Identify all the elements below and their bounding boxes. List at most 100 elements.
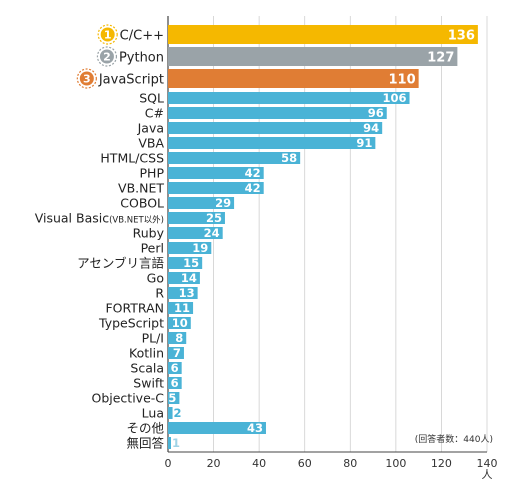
bar-value-label: 15 [183,256,199,270]
bar [168,332,187,344]
x-tick-label: 120 [431,457,452,470]
bar-value-label: 58 [281,151,297,165]
category-label: Scala [130,361,164,376]
bar-value-label: 29 [215,196,231,210]
bar [168,362,182,374]
bar-value-label: 24 [204,226,220,240]
laurel-ring [97,24,118,45]
category-label: PL/I [142,331,164,346]
category-label: TypeScript [98,316,164,331]
laurel-ring [76,68,97,89]
bar [168,212,225,224]
bar-value-label: 25 [206,211,222,225]
bar-value-label: 2 [174,406,182,420]
bar [168,242,212,254]
bar [168,392,180,404]
x-tick-label: 0 [165,457,172,470]
category-label: VBA [138,136,164,151]
bar-value-label: 14 [181,271,197,285]
medal-disc [79,71,94,86]
bar [168,137,376,149]
bar-value-label: 1 [172,436,180,450]
bar [168,257,203,269]
bar-value-label: 8 [175,331,183,345]
bar-value-label: 42 [245,181,261,195]
bar [168,92,410,104]
category-labels: C/C++ 1 Python 2 JavaScript 3 SQLC#JavaVBAHTML… [35,24,165,451]
category-label: C/C++ [120,29,164,44]
bar-value-label: 136 [448,29,475,44]
category-label: Java [137,121,164,136]
bar [168,227,223,239]
x-tick-label: 40 [252,457,266,470]
bar-value-label: 11 [174,301,190,315]
category-label: PHP [140,166,165,181]
category-label: JavaScript [98,73,164,88]
bar [168,197,235,209]
category-label: Objective-C [91,391,164,406]
bar [168,287,198,299]
x-axis-unit: 人 [482,468,493,481]
bar [168,182,264,194]
bar [168,69,419,88]
bar-value-label: 7 [173,346,181,360]
laurel-ring [96,46,118,67]
category-label: その他 [126,421,164,436]
category-label: Python [119,51,164,66]
bars-group: 1361271101069694915842422925241915141311… [168,25,478,450]
bar [168,437,171,449]
category-label: R [155,286,164,301]
rank-medal-icon: 2 [96,46,118,67]
respondent-note: (回答者数：440人) [415,433,493,445]
bar-value-label: 19 [192,241,208,255]
x-tick-label: 100 [385,457,406,470]
category-label: SQL [139,91,164,106]
bar-value-label: 6 [171,361,179,375]
rank-medal-icon: 1 [97,24,118,45]
bar [168,47,458,66]
medal-rank-number: 2 [103,51,111,64]
category-label: アセンブリ言語 [77,256,164,271]
bar-value-label: 43 [247,421,263,435]
bar-value-label: 106 [383,91,407,105]
bar-value-label: 127 [427,51,454,66]
category-label: Go [147,271,164,286]
x-tick-label: 140 [477,457,498,470]
category-label: Lua [142,406,164,421]
category-label: FORTRAN [105,301,164,316]
bar [168,167,264,179]
bar [168,122,383,134]
category-label: VB.NET [118,181,164,196]
x-tick-label: 60 [298,457,312,470]
medal-rank-number: 1 [104,29,112,42]
bar [168,422,266,434]
bar-value-label: 110 [389,73,416,88]
medal-disc [99,49,114,64]
bar [168,107,387,119]
bar-value-label: 94 [363,121,379,135]
bar [168,377,182,389]
bar-value-label: 96 [368,106,384,120]
bar [168,407,173,419]
bar-value-label: 42 [245,166,261,180]
bar-value-label: 5 [168,391,176,405]
category-note: (VB.NET以外) [109,215,164,226]
bar [168,317,191,329]
medal-rank-number: 3 [83,73,91,86]
category-label: Perl [141,241,164,256]
bar-value-label: 10 [172,316,188,330]
category-label: Swift [133,376,164,391]
category-label: 無回答 [126,436,164,451]
category-label: HTML/CSS [100,151,164,166]
x-tick-label: 80 [343,457,357,470]
bar [168,272,200,284]
x-axis: 0 20 40 60 80 100 120 140 [165,451,498,470]
bar [168,152,301,164]
rank-medal-icon: 3 [76,68,97,89]
bar-value-label: 91 [356,136,372,150]
category-label: Ruby [133,226,165,241]
category-label: Kotlin [129,346,164,361]
medal-disc [100,27,115,42]
category-label: COBOL [120,196,164,211]
